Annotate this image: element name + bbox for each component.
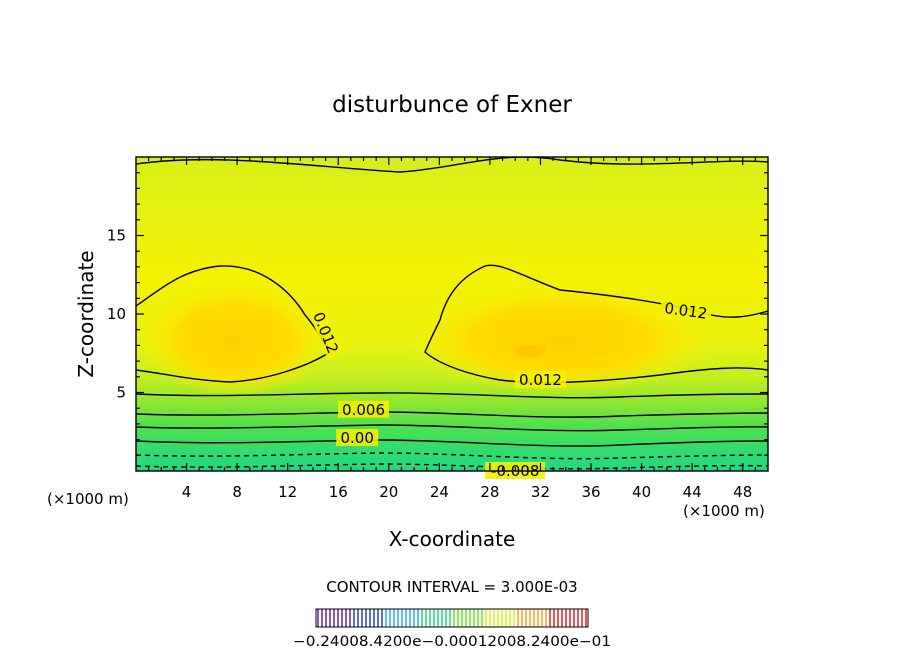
x-tick-label: 20 [379,483,398,501]
contour-neg-2 [136,463,768,470]
contour-label-text: 0.00 [340,429,373,447]
colorbar-labels: −0.24008.4200e−0.00012008.2400e−01 [293,634,611,650]
colorbar-frame [315,608,589,628]
x-tick-label: 36 [581,483,600,501]
fill-max-spot [514,345,546,357]
x-tick-label: 40 [632,483,651,501]
contour-label: 0.00 [336,429,379,447]
z-unit-label: (×1000 m) [47,490,129,508]
contour-neg-1 [136,452,768,460]
contour-label-bg [659,298,713,323]
x-tick-label: 32 [531,483,550,501]
fill-cell-right [410,285,710,395]
x-tick-label: 28 [480,483,499,501]
x-tick-label: 4 [182,483,192,501]
contour-label: 0.006 [338,400,390,419]
contour-label-text: 0.012 [663,299,708,323]
contour-interval: CONTOUR INTERVAL = 3.000E-03 [326,578,577,596]
contour-top [136,157,768,173]
contour-label-bg [308,305,344,360]
x-tick-label: 48 [733,483,752,501]
y-axis-label: Z-coordinate [74,250,98,377]
fill-upper-band [136,157,768,176]
x-axis-label: X-coordinate [389,527,516,551]
x-tick-label: 16 [329,483,348,501]
x-unit-label: (×1000 m) [683,502,765,520]
contour-label-text: 0.006 [342,401,385,419]
contour-label-bg [514,370,566,388]
x-tick-label: 8 [232,483,242,501]
colorbar [316,609,588,627]
contour-006 [136,392,768,399]
fill-cell-left [140,282,330,398]
contour-label-bg [336,429,379,447]
contour-zero [136,439,768,447]
x-tick-label: 44 [683,483,702,501]
y-tick-label: 15 [107,227,126,245]
x-tick-label: 12 [278,483,297,501]
y-tick-label: 10 [107,305,126,323]
contour-band-1 [136,411,768,418]
contour-right-cell [424,264,768,384]
contour-label-bg [338,400,390,418]
contour-label: 0.012 [514,370,566,389]
y-tick-label: 5 [116,384,126,402]
contour-label: 0.012 [659,298,713,323]
x-tick-label: 24 [430,483,449,501]
axis-ticks [136,157,768,471]
contour-label-text: 0.012 [519,371,562,389]
chart-title: disturbunce of Exner [332,92,572,118]
contour-band-2 [136,424,768,432]
